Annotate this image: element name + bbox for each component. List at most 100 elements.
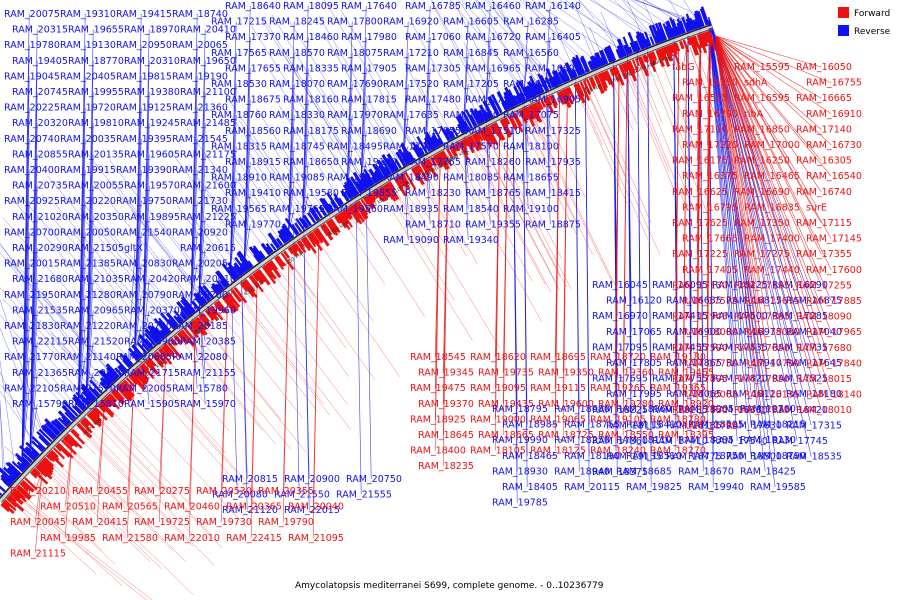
forward-gene-block	[2, 500, 11, 508]
feature-label: RAM_17225	[672, 249, 728, 260]
forward-gene-block	[146, 358, 155, 368]
feature-connector	[554, 99, 560, 451]
feature-label: RAM_16785	[405, 1, 461, 12]
feature-connector	[402, 52, 409, 159]
feature-connector	[29, 341, 38, 455]
reverse-gene-block	[676, 22, 683, 35]
forward-gene-block	[57, 442, 74, 459]
feature-label: RAM_19815	[116, 71, 172, 82]
forward-gene-block	[41, 459, 54, 472]
reverse-gene-block	[99, 376, 110, 388]
forward-gene-block	[0, 503, 10, 513]
feature-label: RAM_19780	[4, 40, 60, 51]
forward-gene-block	[70, 429, 86, 445]
reverse-gene-block	[136, 342, 148, 354]
reverse-gene-block	[307, 211, 317, 224]
feature-label: RAM_19065	[530, 414, 586, 425]
reverse-gene-block	[37, 443, 45, 452]
feature-spoke	[578, 0, 626, 47]
reverse-gene-block	[118, 364, 126, 373]
forward-gene-block	[438, 151, 450, 170]
feature-label: RAM_20460	[164, 502, 220, 513]
feature-connector	[708, 17, 776, 456]
feature-spoke	[0, 361, 16, 468]
forward-gene-block	[56, 443, 71, 458]
feature-label: RAM_19940	[688, 482, 744, 493]
reverse-gene-block	[40, 424, 57, 440]
reverse-gene-block	[333, 193, 343, 206]
forward-gene-block	[32, 467, 41, 476]
feature-label: RAM_18700	[740, 404, 796, 415]
feature-label: RAM_19580	[283, 188, 339, 199]
feature-label: RAM_22010	[164, 533, 220, 544]
feature-label: RAM_18075	[327, 48, 383, 59]
feature-label: RAM_19960	[180, 305, 236, 316]
feature-spoke	[81, 432, 194, 547]
reverse-gene-block	[98, 369, 113, 385]
feature-label: RAM_20900	[284, 474, 340, 485]
feature-label: RAM_16305	[796, 156, 852, 167]
reverse-gene-block	[318, 205, 328, 217]
feature-label: RAM_18250	[554, 435, 610, 446]
reverse-gene-block	[38, 435, 50, 447]
feature-connector	[545, 37, 551, 84]
reverse-gene-block	[79, 393, 91, 405]
feature-label: RAM_17570	[443, 141, 499, 152]
feature-label: RAM_21220	[60, 321, 116, 332]
backbone-inner	[1, 27, 713, 503]
feature-connector	[77, 294, 86, 406]
forward-gene-block	[334, 214, 343, 224]
feature-connector	[158, 352, 167, 523]
forward-gene-block	[207, 307, 220, 322]
feature-connector	[715, 35, 770, 333]
forward-gene-block	[536, 100, 544, 111]
feature-spoke	[190, 334, 227, 378]
feature-connector	[682, 46, 687, 436]
feature-spoke	[669, 0, 684, 25]
feature-spoke	[290, 22, 381, 171]
feature-label: RAM_16695	[525, 63, 581, 74]
forward-gene-block	[191, 319, 206, 336]
feature-label: RAM_21020	[12, 212, 68, 223]
feature-label: RAM_19340	[443, 235, 499, 246]
feature-label: RAM_18695	[530, 352, 586, 363]
feature-connector	[584, 65, 590, 488]
forward-gene-block	[705, 30, 713, 46]
feature-label: RAM_16625	[672, 187, 728, 198]
reverse-gene-block	[267, 232, 281, 249]
feature-label: RAM_20320	[12, 118, 68, 129]
feature-label: RAM_18285	[652, 405, 708, 416]
reverse-gene-block	[670, 19, 680, 37]
feature-spoke	[15, 190, 147, 342]
feature-spoke	[418, 174, 468, 257]
feature-label: RAM_17210	[383, 48, 439, 59]
feature-spoke	[97, 416, 212, 536]
feature-label: RAM_17205	[443, 79, 499, 90]
feature-label: RAM_16720	[465, 32, 521, 43]
feature-label: RAM_16965	[465, 63, 521, 74]
feature-label: RAM_17855	[405, 126, 461, 137]
forward-gene-block	[655, 49, 665, 68]
feature-spoke	[96, 287, 145, 343]
feature-connector	[86, 310, 94, 398]
forward-gene-block	[512, 113, 524, 133]
reverse-gene-block	[122, 354, 134, 366]
feature-connector	[243, 224, 251, 265]
feature-label: RAM_19600	[538, 399, 594, 410]
feature-spoke	[431, 0, 492, 109]
feature-label: RAM_19765	[269, 204, 325, 215]
feature-label: RAM_19125	[116, 103, 172, 114]
feature-label: RAM_17095	[592, 342, 648, 353]
feature-label: RAM_20745	[12, 87, 68, 98]
feature-label: RAM_18495	[327, 141, 383, 152]
feature-spoke	[256, 282, 349, 405]
reverse-gene-block	[298, 217, 308, 230]
forward-gene-block	[378, 187, 389, 202]
forward-gene-block	[425, 159, 438, 178]
reverse-gene-block	[251, 247, 263, 261]
feature-label: RAM_15905	[124, 399, 180, 410]
feature-label: RAM_20055	[68, 181, 124, 192]
feature-label: RAM_18065	[666, 389, 722, 400]
forward-gene-block	[388, 181, 396, 191]
feature-spoke	[404, 62, 444, 134]
